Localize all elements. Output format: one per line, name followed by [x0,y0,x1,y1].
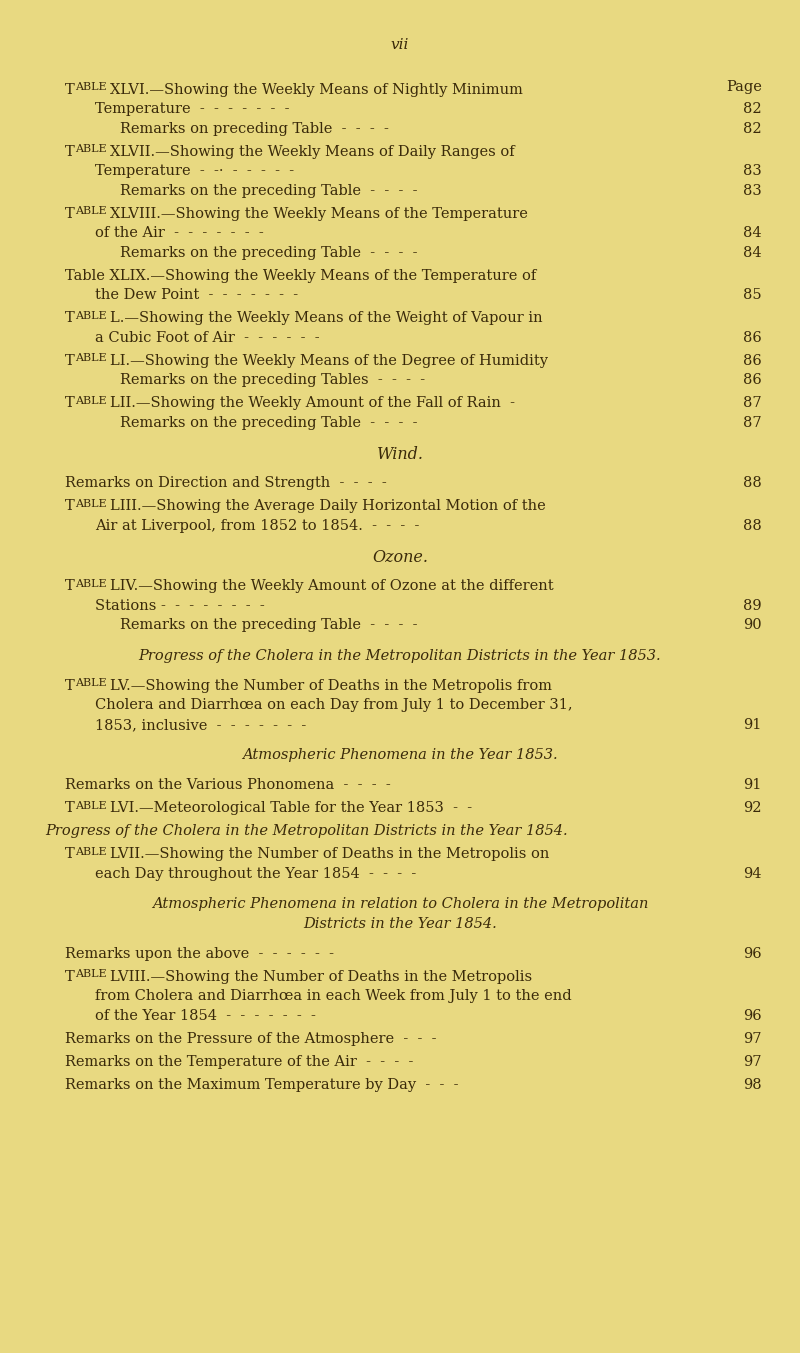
Text: Progress of the Cholera in the Metropolitan Districts in the Year 1854.: Progress of the Cholera in the Metropoli… [46,824,568,839]
Text: Remarks on the Temperature of the Air  -  -  -  -: Remarks on the Temperature of the Air - … [65,1055,414,1069]
Text: Remarks upon the above  -  -  -  -  -  -: Remarks upon the above - - - - - - [65,947,334,961]
Text: 90: 90 [743,618,762,632]
Text: Table XLIX.—Showing the Weekly Means of the Temperature of: Table XLIX.—Showing the Weekly Means of … [65,269,536,283]
Text: Remarks on the preceding Table  -  -  -  -: Remarks on the preceding Table - - - - [120,184,418,198]
Text: ABLE: ABLE [74,579,110,589]
Text: LVII.—Showing the Number of Deaths in the Metropolis on: LVII.—Showing the Number of Deaths in th… [110,847,550,862]
Text: LVIII.—Showing the Number of Deaths in the Metropolis: LVIII.—Showing the Number of Deaths in t… [110,970,532,984]
Text: 86: 86 [743,331,762,345]
Text: T: T [65,311,74,326]
Text: Remarks on the preceding Table  -  -  -  -: Remarks on the preceding Table - - - - [120,246,418,260]
Text: Remarks on Direction and Strength  -  -  -  -: Remarks on Direction and Strength - - - … [65,476,386,490]
Text: Remarks on the preceding Tables  -  -  -  -: Remarks on the preceding Tables - - - - [120,373,425,387]
Text: LII.—Showing the Weekly Amount of the Fall of Rain  -: LII.—Showing the Weekly Amount of the Fa… [110,396,515,410]
Text: 87: 87 [743,396,762,410]
Text: Remarks on the Maximum Temperature by Day  -  -  -: Remarks on the Maximum Temperature by Da… [65,1078,458,1092]
Text: Page: Page [726,80,762,93]
Text: 89: 89 [743,599,762,613]
Text: Atmospheric Phenomena in the Year 1853.: Atmospheric Phenomena in the Year 1853. [242,748,558,762]
Text: ABLE: ABLE [74,145,110,154]
Text: Districts in the Year 1854.: Districts in the Year 1854. [303,916,497,931]
Text: ABLE: ABLE [74,801,110,810]
Text: Air at Liverpool, from 1852 to 1854.  -  -  -  -: Air at Liverpool, from 1852 to 1854. - -… [95,520,419,533]
Text: 88: 88 [743,476,762,490]
Text: 96: 96 [743,947,762,961]
Text: 96: 96 [743,1009,762,1023]
Text: XLVII.—Showing the Weekly Means of Daily Ranges of: XLVII.—Showing the Weekly Means of Daily… [110,145,514,158]
Text: Wind.: Wind. [377,446,423,463]
Text: of the Air  -  -  -  -  -  -  -: of the Air - - - - - - - [95,226,264,241]
Text: ABLE: ABLE [74,83,110,92]
Text: XLVI.—Showing the Weekly Means of Nightly Minimum: XLVI.—Showing the Weekly Means of Nightl… [110,83,522,97]
Text: ABLE: ABLE [74,353,110,363]
Text: of the Year 1854  -  -  -  -  -  -  -: of the Year 1854 - - - - - - - [95,1009,316,1023]
Text: T: T [65,679,74,693]
Text: 84: 84 [743,246,762,260]
Text: the Dew Point  -  -  -  -  -  -  -: the Dew Point - - - - - - - [95,288,298,303]
Text: T: T [65,847,74,862]
Text: T: T [65,207,74,221]
Text: L.—Showing the Weekly Means of the Weight of Vapour in: L.—Showing the Weekly Means of the Weigh… [110,311,542,326]
Text: T: T [65,83,74,97]
Text: 98: 98 [743,1078,762,1092]
Text: 82: 82 [743,122,762,135]
Text: 88: 88 [743,520,762,533]
Text: 91: 91 [744,778,762,793]
Text: T: T [65,145,74,158]
Text: 91: 91 [744,718,762,732]
Text: LIV.—Showing the Weekly Amount of Ozone at the different: LIV.—Showing the Weekly Amount of Ozone … [110,579,554,594]
Text: 97: 97 [743,1055,762,1069]
Text: T: T [65,499,74,513]
Text: from Cholera and Diarrhœa in each Week from July 1 to the end: from Cholera and Diarrhœa in each Week f… [95,989,572,1004]
Text: Remarks on preceding Table  -  -  -  -: Remarks on preceding Table - - - - [120,122,389,135]
Text: LIII.—Showing the Average Daily Horizontal Motion of the: LIII.—Showing the Average Daily Horizont… [110,499,546,513]
Text: Remarks on the preceding Table  -  -  -  -: Remarks on the preceding Table - - - - [120,415,418,430]
Text: Temperature  -  -  -  -  -  -  -: Temperature - - - - - - - [95,103,290,116]
Text: Remarks on the Various Phonomena  -  -  -  -: Remarks on the Various Phonomena - - - - [65,778,390,793]
Text: 84: 84 [743,226,762,241]
Text: each Day throughout the Year 1854  -  -  -  -: each Day throughout the Year 1854 - - - … [95,867,416,881]
Text: 82: 82 [743,103,762,116]
Text: T: T [65,970,74,984]
Text: 92: 92 [743,801,762,816]
Text: ABLE: ABLE [74,395,110,406]
Text: Cholera and Diarrhœa on each Day from July 1 to December 31,: Cholera and Diarrhœa on each Day from Ju… [95,698,573,712]
Text: 86: 86 [743,354,762,368]
Text: 87: 87 [743,415,762,430]
Text: 83: 83 [743,165,762,179]
Text: Remarks on the Pressure of the Atmosphere  -  -  -: Remarks on the Pressure of the Atmospher… [65,1032,437,1046]
Text: Stations -  -  -  -  -  -  -  -: Stations - - - - - - - - [95,599,265,613]
Text: ABLE: ABLE [74,847,110,856]
Text: XLVIII.—Showing the Weekly Means of the Temperature: XLVIII.—Showing the Weekly Means of the … [110,207,528,221]
Text: ABLE: ABLE [74,311,110,321]
Text: T: T [65,396,74,410]
Text: ABLE: ABLE [74,969,110,980]
Text: Temperature  -  -·  -  -  -  -  -: Temperature - -· - - - - - [95,165,294,179]
Text: 86: 86 [743,373,762,387]
Text: Remarks on the preceding Table  -  -  -  -: Remarks on the preceding Table - - - - [120,618,418,632]
Text: vii: vii [391,38,409,51]
Text: ABLE: ABLE [74,678,110,689]
Text: T: T [65,579,74,594]
Text: LV.—Showing the Number of Deaths in the Metropolis from: LV.—Showing the Number of Deaths in the … [110,679,552,693]
Text: ABLE: ABLE [74,499,110,509]
Text: Atmospheric Phenomena in relation to Cholera in the Metropolitan: Atmospheric Phenomena in relation to Cho… [152,897,648,911]
Text: ABLE: ABLE [74,206,110,216]
Text: Ozone.: Ozone. [372,549,428,566]
Text: 97: 97 [743,1032,762,1046]
Text: 83: 83 [743,184,762,198]
Text: 1853, inclusive  -  -  -  -  -  -  -: 1853, inclusive - - - - - - - [95,718,306,732]
Text: a Cubic Foot of Air  -  -  -  -  -  -: a Cubic Foot of Air - - - - - - [95,331,320,345]
Text: T: T [65,354,74,368]
Text: 94: 94 [743,867,762,881]
Text: Progress of the Cholera in the Metropolitan Districts in the Year 1853.: Progress of the Cholera in the Metropoli… [138,648,662,663]
Text: LI.—Showing the Weekly Means of the Degree of Humidity: LI.—Showing the Weekly Means of the Degr… [110,354,548,368]
Text: LVI.—Meteorological Table for the Year 1853  -  -: LVI.—Meteorological Table for the Year 1… [110,801,472,816]
Text: T: T [65,801,74,816]
Text: 85: 85 [743,288,762,303]
